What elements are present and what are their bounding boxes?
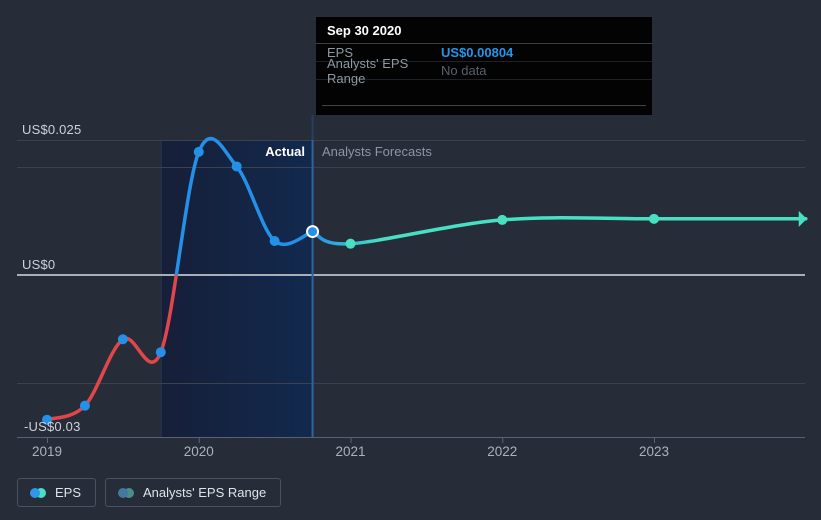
eps-point-hovered[interactable] [306, 225, 320, 239]
eps-forecast-point[interactable] [345, 238, 356, 249]
tooltip-row-label: Analysts' EPS Range [327, 55, 409, 86]
forecasts-label: Analysts Forecasts [322, 144, 432, 159]
x-axis-label: 2020 [183, 444, 214, 459]
y-axis-label-zero: US$0 [22, 257, 56, 272]
eps-line-actual-positive [174, 136, 315, 275]
legend-button-eps[interactable]: EPS [17, 478, 97, 507]
legend-dot [118, 487, 129, 498]
legend-dot [36, 487, 46, 498]
tooltip-footer-divider [322, 105, 646, 106]
legend-dots-icon [118, 487, 135, 498]
x-axis-label: 2023 [638, 444, 670, 459]
legend-dots-icon [30, 487, 46, 498]
legend-dot [124, 487, 135, 498]
tooltip-row-value: US$0.00804 [441, 45, 514, 60]
tooltip-row-value: No data [441, 63, 487, 78]
y-axis-label-top: US$0.025 [22, 122, 82, 137]
legend-button-label: Analysts' EPS Range [143, 485, 267, 500]
legend-button-label: EPS [55, 485, 82, 500]
eps-point[interactable] [155, 347, 166, 358]
actual-label: Actual [265, 144, 305, 159]
x-axis-label: 2019 [31, 444, 63, 459]
eps-line-actual-negative [45, 275, 179, 422]
eps-point[interactable] [42, 414, 52, 425]
eps-point[interactable] [117, 334, 128, 345]
tooltip-row-eps: EPS US$0.00804 [316, 44, 652, 62]
eps-forecast-point[interactable] [649, 213, 659, 224]
tooltip: Sep 30 2020 EPS US$0.00804 Analysts' EPS… [316, 17, 652, 115]
eps-point[interactable] [79, 400, 90, 411]
forecast-end-arrow [798, 210, 807, 227]
eps-line-forecast [310, 216, 808, 246]
tooltip-row-analysts-range: Analysts' EPS Range No data [316, 56, 652, 86]
actual-region [160, 140, 313, 437]
eps-point[interactable] [193, 146, 204, 157]
x-axis-label: 2021 [335, 444, 366, 459]
x-axis-label: 2022 [487, 444, 518, 459]
tooltip-row-label: EPS [327, 45, 354, 60]
eps-forecast-point[interactable] [497, 214, 508, 225]
eps-point[interactable] [269, 235, 280, 246]
legend-dot [30, 487, 40, 498]
tooltip-title: Sep 30 2020 [316, 17, 652, 44]
legend-button-analysts-eps-range[interactable]: Analysts' EPS Range [105, 478, 282, 507]
y-axis-label-bottom: -US$0.03 [24, 419, 81, 434]
eps-point[interactable] [231, 161, 242, 172]
legend: EPS Analysts' EPS Range [17, 478, 282, 507]
